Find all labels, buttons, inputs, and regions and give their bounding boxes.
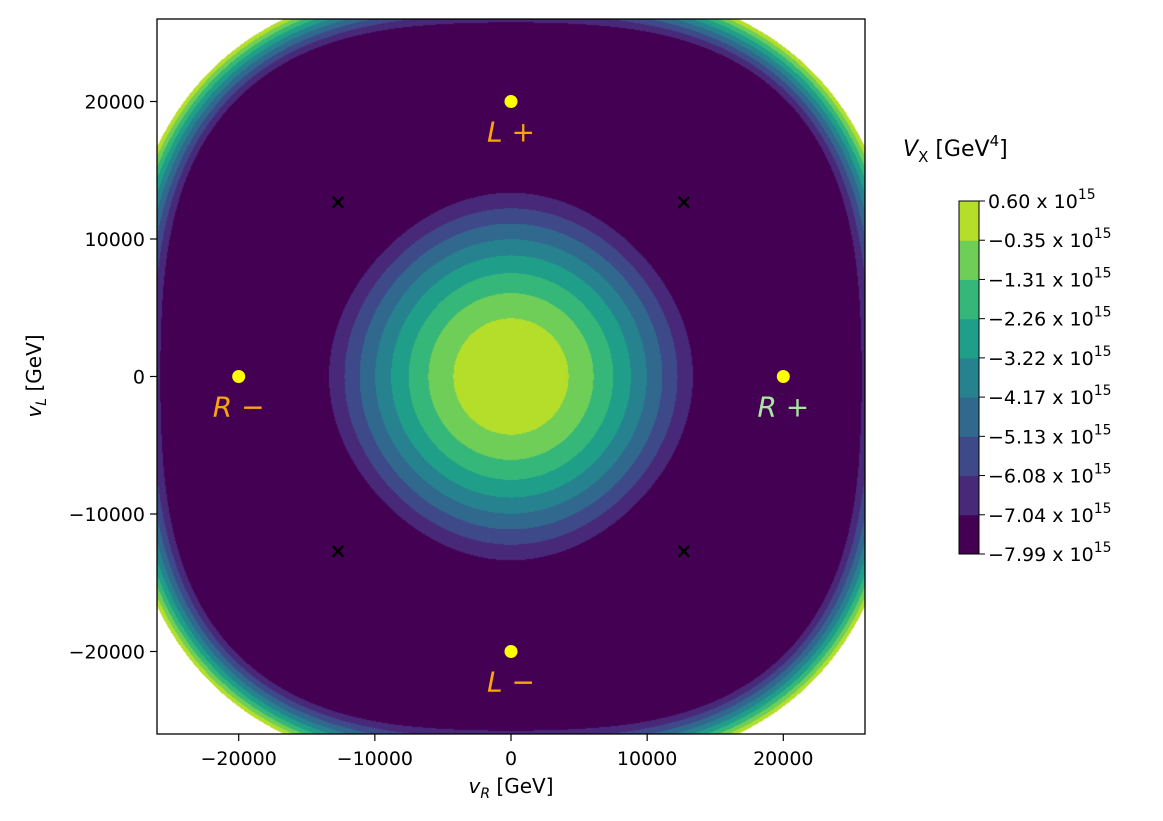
colorbar-tick-label: −6.08 x 1015: [988, 462, 1112, 488]
minimum-label: L +: [487, 116, 535, 149]
colorbar-tick-label: −4.17 x 1015: [988, 383, 1112, 409]
colorbar-band: [959, 475, 979, 516]
minimum-label: R +: [757, 391, 809, 424]
colorbar: VX [GeV4] −7.99 x 1015 −7.04 x 1015 −6.08 …: [903, 132, 1112, 566]
colorbar-tick-label: −2.26 x 1015: [988, 305, 1112, 331]
y-tick-label: 10000: [85, 229, 145, 251]
y-axis: −20000 −10000 0 10000 20000: [69, 92, 157, 664]
x-tick-label: 20000: [753, 748, 813, 770]
saddle-point-marker: ×: [329, 539, 347, 563]
colorbar-labels: −7.99 x 1015 −7.04 x 1015 −6.08 x 1015 −5.1…: [979, 187, 1112, 566]
colorbar-tick-label: −1.31 x 1015: [988, 265, 1112, 291]
saddle-point-marker: ×: [675, 539, 693, 563]
y-axis-label: vL [GeV]: [22, 334, 50, 417]
colorbar-band: [959, 279, 979, 320]
y-tick-label: −20000: [69, 642, 145, 664]
colorbar-bands: [959, 201, 979, 555]
minima-markers: L + L − R − R +: [213, 95, 809, 699]
colorbar-band: [959, 436, 979, 477]
colorbar-band: [959, 514, 979, 555]
plot-area: × × × × L + L − R − R +: [157, 19, 865, 734]
minimum-label: R −: [213, 391, 265, 424]
colorbar-band: [959, 397, 979, 437]
colorbar-band: [959, 201, 979, 241]
colorbar-tick-label: −5.13 x 1015: [988, 422, 1112, 448]
minimum-point-marker: [504, 645, 518, 658]
colorbar-title: VX [GeV4]: [903, 132, 1008, 166]
contour-fill: [157, 19, 865, 734]
x-axis: −20000 −10000 0 10000 20000: [201, 734, 814, 770]
x-axis-label: vR [GeV]: [468, 774, 553, 802]
saddle-point-marker: ×: [329, 190, 347, 214]
saddle-point-marker: ×: [675, 190, 693, 214]
colorbar-tick-label: −3.22 x 1015: [988, 344, 1112, 370]
colorbar-tick-label: −7.99 x 1015: [988, 540, 1112, 566]
saddle-markers: × × × ×: [329, 190, 692, 563]
minimum-point-marker: [504, 95, 518, 108]
x-tick-label: 0: [505, 748, 517, 770]
y-tick-label: −10000: [69, 504, 145, 526]
minimum-point-marker: [232, 370, 246, 383]
x-tick-label: −10000: [337, 748, 413, 770]
colorbar-band: [959, 357, 979, 398]
colorbar-tick-label: 0.60 x 1015: [988, 187, 1096, 213]
x-tick-label: 10000: [617, 748, 677, 770]
y-tick-label: 20000: [85, 92, 145, 114]
colorbar-band: [959, 240, 979, 280]
minimum-label: L −: [487, 666, 535, 699]
colorbar-tick-label: −0.35 x 1015: [988, 226, 1112, 252]
colorbar-tick-label: −7.04 x 1015: [988, 501, 1112, 527]
minimum-point-marker: [776, 370, 790, 383]
x-tick-label: −20000: [201, 748, 277, 770]
y-tick-label: 0: [133, 367, 145, 389]
colorbar-band: [959, 318, 979, 359]
colorbar-frame: [958, 200, 980, 555]
